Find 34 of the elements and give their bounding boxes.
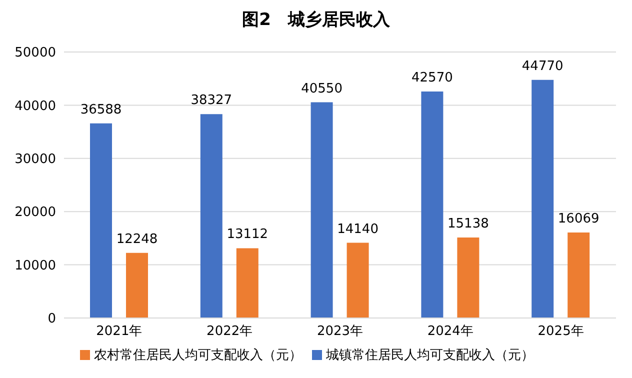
data-label: 38327 bbox=[190, 93, 232, 108]
data-label: 12248 bbox=[116, 232, 158, 247]
x-tick-label: 2022年 bbox=[206, 324, 253, 340]
bar bbox=[310, 102, 333, 318]
bar bbox=[346, 242, 369, 318]
legend-label: 农村常住居民人均可支配收入（元） bbox=[94, 348, 302, 363]
x-tick-label: 2024年 bbox=[427, 324, 474, 340]
y-tick-label: 40000 bbox=[14, 98, 56, 114]
y-tick-label: 20000 bbox=[14, 205, 56, 220]
y-tick-label: 30000 bbox=[14, 152, 56, 168]
bar bbox=[126, 252, 148, 318]
data-label: 36588 bbox=[80, 102, 122, 118]
bar bbox=[421, 92, 444, 318]
bar bbox=[532, 80, 554, 318]
chart-title: 图2 城乡居民收入 bbox=[241, 9, 391, 32]
y-tick-label: 0 bbox=[48, 312, 56, 327]
y-tick-label: 10000 bbox=[14, 258, 56, 274]
data-label: 42570 bbox=[412, 70, 453, 86]
data-label: 44770 bbox=[522, 58, 564, 74]
x-tick-label: 2021年 bbox=[96, 324, 142, 340]
bar bbox=[457, 237, 480, 318]
bar bbox=[200, 114, 222, 318]
data-label: 40550 bbox=[301, 81, 342, 96]
bar bbox=[236, 248, 258, 318]
data-label: 16069 bbox=[558, 212, 600, 227]
x-tick-label: 2025年 bbox=[538, 324, 584, 340]
data-label: 13112 bbox=[226, 227, 268, 242]
legend-label: 城镇常住居民人均可支配收入（元） bbox=[326, 348, 534, 363]
bar bbox=[568, 232, 590, 318]
bar bbox=[90, 123, 112, 318]
y-tick-label: 50000 bbox=[14, 46, 56, 61]
data-label: 14140 bbox=[337, 222, 378, 237]
x-tick-label: 2023年 bbox=[316, 324, 364, 340]
data-label: 15138 bbox=[448, 216, 489, 232]
